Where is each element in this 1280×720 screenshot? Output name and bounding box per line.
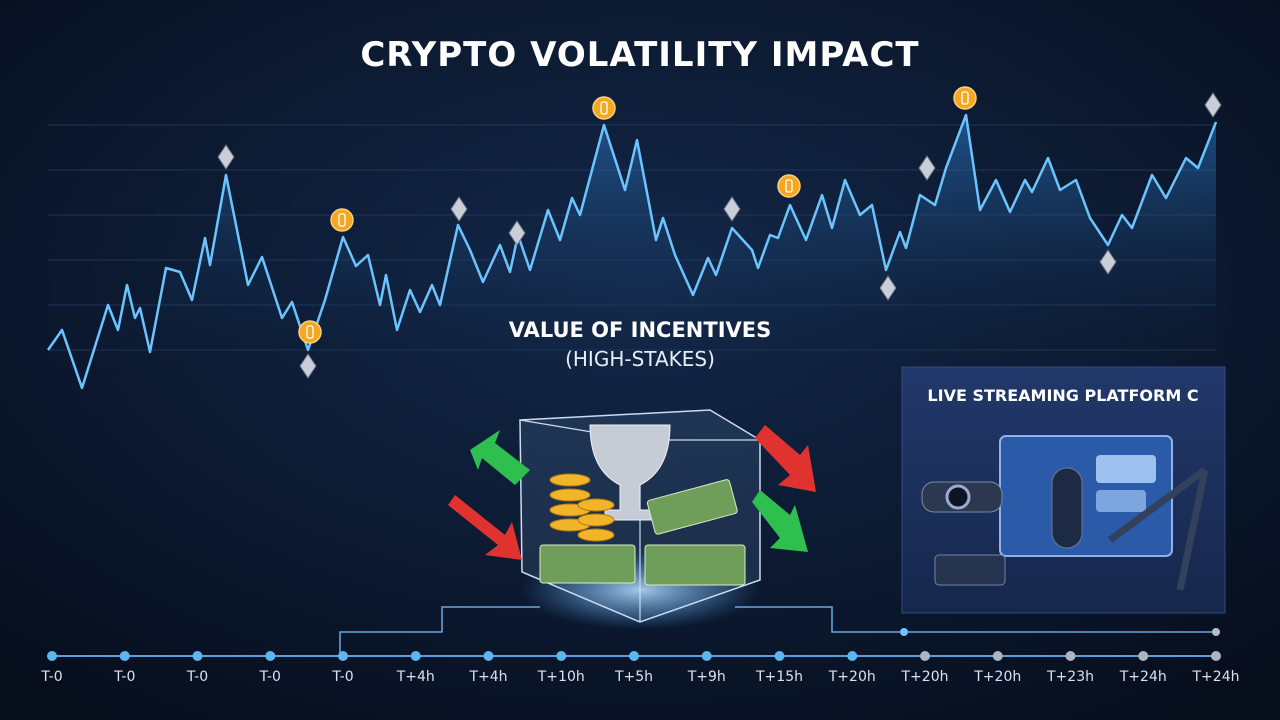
- coin-icons: [217, 86, 1222, 379]
- timeline-label: T-0: [113, 669, 135, 685]
- panel-title: LIVE STREAMING PLATFORM C: [927, 386, 1198, 405]
- timeline-label: T+24h: [1192, 669, 1240, 685]
- timeline-label: T+5h: [614, 669, 653, 685]
- timeline-label: T-0: [331, 669, 353, 685]
- step-line: [339, 606, 1220, 656]
- timeline-dot: [701, 651, 712, 661]
- incentives-subtitle: (HIGH-STAKES): [565, 347, 715, 371]
- timeline-label: T-0: [259, 669, 281, 685]
- ether-icon: [723, 196, 741, 222]
- bitcoin-icon: [953, 86, 977, 110]
- timeline-label: T+23h: [1046, 669, 1094, 685]
- timeline-dot: [992, 651, 1003, 661]
- timeline-dot: [119, 651, 130, 661]
- timeline-dot: [265, 651, 276, 661]
- timeline-dot: [1138, 651, 1149, 661]
- timeline-label: T+9h: [687, 669, 726, 685]
- timeline-label: T+4h: [396, 669, 435, 685]
- timeline-label: T+20h: [901, 669, 949, 685]
- bitcoin-mark: [961, 91, 969, 105]
- bitcoin-icon: [298, 320, 322, 344]
- ether-icon: [918, 155, 936, 181]
- timeline-label: T-0: [40, 669, 62, 685]
- bitcoin-mark: [306, 325, 314, 339]
- bitcoin-icon: [592, 96, 616, 120]
- timeline-label: T+20h: [973, 669, 1021, 685]
- timeline-dot: [47, 651, 57, 661]
- timeline-dot: [629, 651, 639, 661]
- ether-icon: [879, 275, 897, 301]
- title: CRYPTO VOLATILITY IMPACT: [360, 35, 919, 75]
- timeline-dot: [847, 651, 858, 661]
- bitcoin-mark: [600, 101, 608, 115]
- streaming-panel: LIVE STREAMING PLATFORM C: [901, 366, 1226, 614]
- ether-icon: [508, 220, 526, 246]
- ether-icon: [1099, 249, 1117, 275]
- timeline-dot: [483, 651, 494, 661]
- timeline-label: T+15h: [755, 669, 803, 685]
- timeline-dot: [410, 651, 421, 661]
- timeline-label: T+20h: [828, 669, 876, 685]
- timeline-dot: [338, 651, 348, 661]
- bitcoin-icon: [777, 174, 801, 198]
- timeline-label: T-0: [186, 669, 208, 685]
- bitcoin-mark: [785, 179, 793, 193]
- timeline-label: T+10h: [537, 669, 585, 685]
- ether-icon: [1204, 92, 1222, 118]
- ether-icon: [217, 144, 235, 170]
- timeline-dot: [1211, 651, 1221, 661]
- timeline: T-0 T-0 T-0 T-0 T-0 T+4h T+4h T+10h T+5h T+9h T+15…: [40, 651, 1239, 685]
- prize-cube: [448, 409, 816, 630]
- ether-icon: [299, 353, 317, 379]
- bitcoin-icon: [330, 208, 354, 232]
- volatility-line: [46, 113, 1218, 390]
- ether-icon: [450, 196, 468, 222]
- timeline-label: T+4h: [468, 669, 507, 685]
- timeline-label: T+24h: [1119, 669, 1167, 685]
- bitcoin-mark: [338, 213, 346, 227]
- timeline-dot: [1065, 651, 1076, 661]
- timeline-dot: [556, 651, 567, 661]
- incentives-title: VALUE OF INCENTIVES: [509, 318, 772, 342]
- timeline-dot: [920, 651, 930, 661]
- timeline-dot: [192, 651, 203, 661]
- timeline-dot: [774, 651, 785, 661]
